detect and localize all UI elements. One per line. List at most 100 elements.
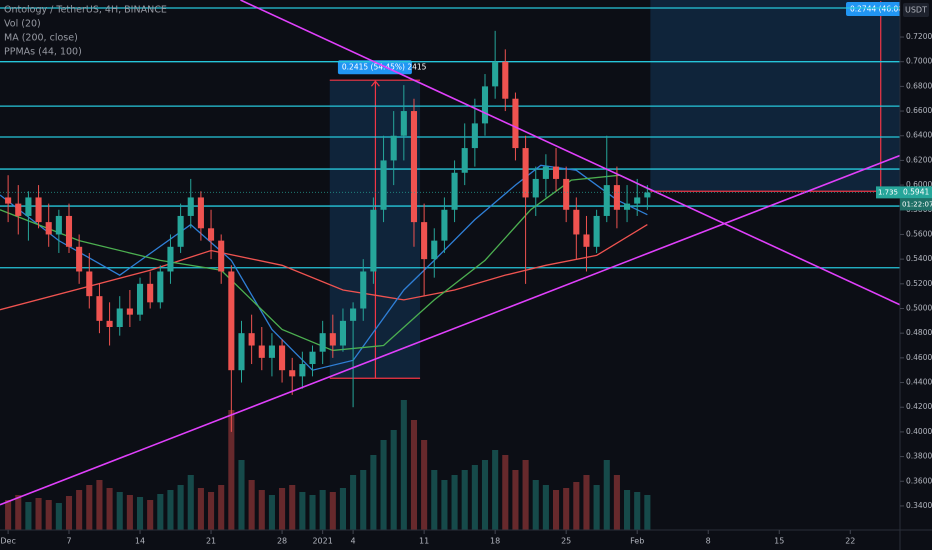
x-tick-label: Feb <box>630 537 644 546</box>
arrow-head <box>370 80 380 87</box>
volume-bar <box>400 400 407 530</box>
candle-body <box>35 197 42 223</box>
candle-body <box>329 333 336 346</box>
ma-line <box>0 224 648 311</box>
currency-badge[interactable] <box>903 3 929 17</box>
volume-bar <box>116 492 123 530</box>
volume-bar <box>552 490 560 530</box>
candle-body <box>522 148 529 198</box>
volume-bar <box>319 490 326 530</box>
volume-bar <box>187 475 194 530</box>
volume-bar <box>502 455 509 530</box>
volume-bar <box>360 470 367 530</box>
ppma-legend: PPMAs (44, 100) <box>4 47 82 58</box>
volume-bar <box>208 492 215 530</box>
candle-body <box>542 166 549 179</box>
x-tick-label: 2021 <box>312 537 332 546</box>
candle-body <box>380 160 387 210</box>
volume-bar <box>45 500 52 530</box>
y-tick-label: 0.4400 <box>906 378 932 387</box>
y-tick-label: 0.4600 <box>906 353 932 362</box>
candle-body <box>116 308 123 328</box>
volume-bar <box>644 495 651 530</box>
y-tick-label: 0.6200 <box>906 155 932 164</box>
x-tick-label: 22 <box>845 537 855 546</box>
candle-body <box>644 192 651 198</box>
x-tick-label: 15 <box>774 537 784 546</box>
candle-body <box>319 333 326 352</box>
volume-bar <box>5 500 12 530</box>
position-label: 0.2744 (46.08%) 2744 <box>850 5 932 14</box>
volume-bar <box>492 450 499 530</box>
spread-badge <box>876 186 900 199</box>
volume-bar <box>126 495 133 530</box>
volume-bar <box>167 490 174 530</box>
x-tick-label: 21 <box>206 537 216 546</box>
candle-body <box>187 197 194 216</box>
volume-bar <box>279 488 286 530</box>
candle-body <box>532 178 539 198</box>
x-tick-label: 8 <box>706 537 711 546</box>
volume-bar <box>299 492 306 530</box>
volume-bar <box>157 494 164 530</box>
candle-body <box>481 86 489 124</box>
volume-bar <box>238 460 245 530</box>
volume-bar <box>542 485 549 530</box>
symbol-legend: Ontology / TetherUS, 4H, BINANCE <box>4 5 167 16</box>
candle-body <box>502 61 509 99</box>
candle-body <box>451 172 458 210</box>
candle-body <box>157 271 164 303</box>
spread: 1.735 <box>878 188 898 196</box>
volume-bar <box>55 503 62 530</box>
candle-body <box>339 320 346 346</box>
currency: USDT <box>905 6 927 15</box>
y-tick-label: 0.3800 <box>906 452 932 461</box>
volume-bar <box>583 475 590 530</box>
candle-body <box>603 185 610 216</box>
vol-legend: Vol (20) <box>4 19 41 30</box>
candle-body <box>299 364 306 377</box>
volume-bar <box>228 410 235 530</box>
volume-bar <box>593 485 600 530</box>
candle-body <box>5 197 12 204</box>
countdown: 01:22:07 <box>902 200 932 208</box>
x-tick-label: Dec <box>0 537 15 546</box>
volume-bar <box>25 502 32 530</box>
volume-bar <box>573 482 580 530</box>
candle-body <box>228 271 235 371</box>
x-tick-label: 7 <box>66 537 71 546</box>
last-price-label: 0.5941 <box>903 187 929 196</box>
volume-bar <box>481 460 489 530</box>
candle-body <box>45 222 52 235</box>
y-tick-label: 0.6400 <box>906 131 932 140</box>
volume-bar <box>96 480 103 530</box>
volume-bar <box>268 495 275 530</box>
x-tick-label: 4 <box>351 537 356 546</box>
candle-body <box>126 308 133 315</box>
x-tick-label: 25 <box>561 537 571 546</box>
candle-body <box>248 333 255 346</box>
candle-body <box>147 283 154 303</box>
trendline <box>0 154 900 506</box>
volume-bar <box>248 480 255 530</box>
candle-body <box>471 123 478 149</box>
volume-bar <box>86 485 93 530</box>
y-tick-label: 0.5600 <box>906 229 932 238</box>
volume-bar <box>309 495 316 530</box>
candle-body <box>410 111 418 223</box>
countdown-badge <box>900 198 932 211</box>
plot-area: 0.2415 (54.45%) 24150.2744 (46.08%) 2744 <box>0 0 932 530</box>
volume-bar <box>339 488 346 530</box>
volume-bar <box>471 465 478 530</box>
candle-body <box>390 135 397 161</box>
candle-body <box>96 296 103 321</box>
volume-bar <box>177 485 184 530</box>
candle-body <box>55 215 62 235</box>
candle-body <box>624 203 631 210</box>
candle-body <box>289 370 296 377</box>
volume-bar <box>563 488 570 530</box>
candle-body <box>613 185 620 210</box>
candle-body <box>421 222 428 260</box>
candle-body <box>552 166 560 179</box>
